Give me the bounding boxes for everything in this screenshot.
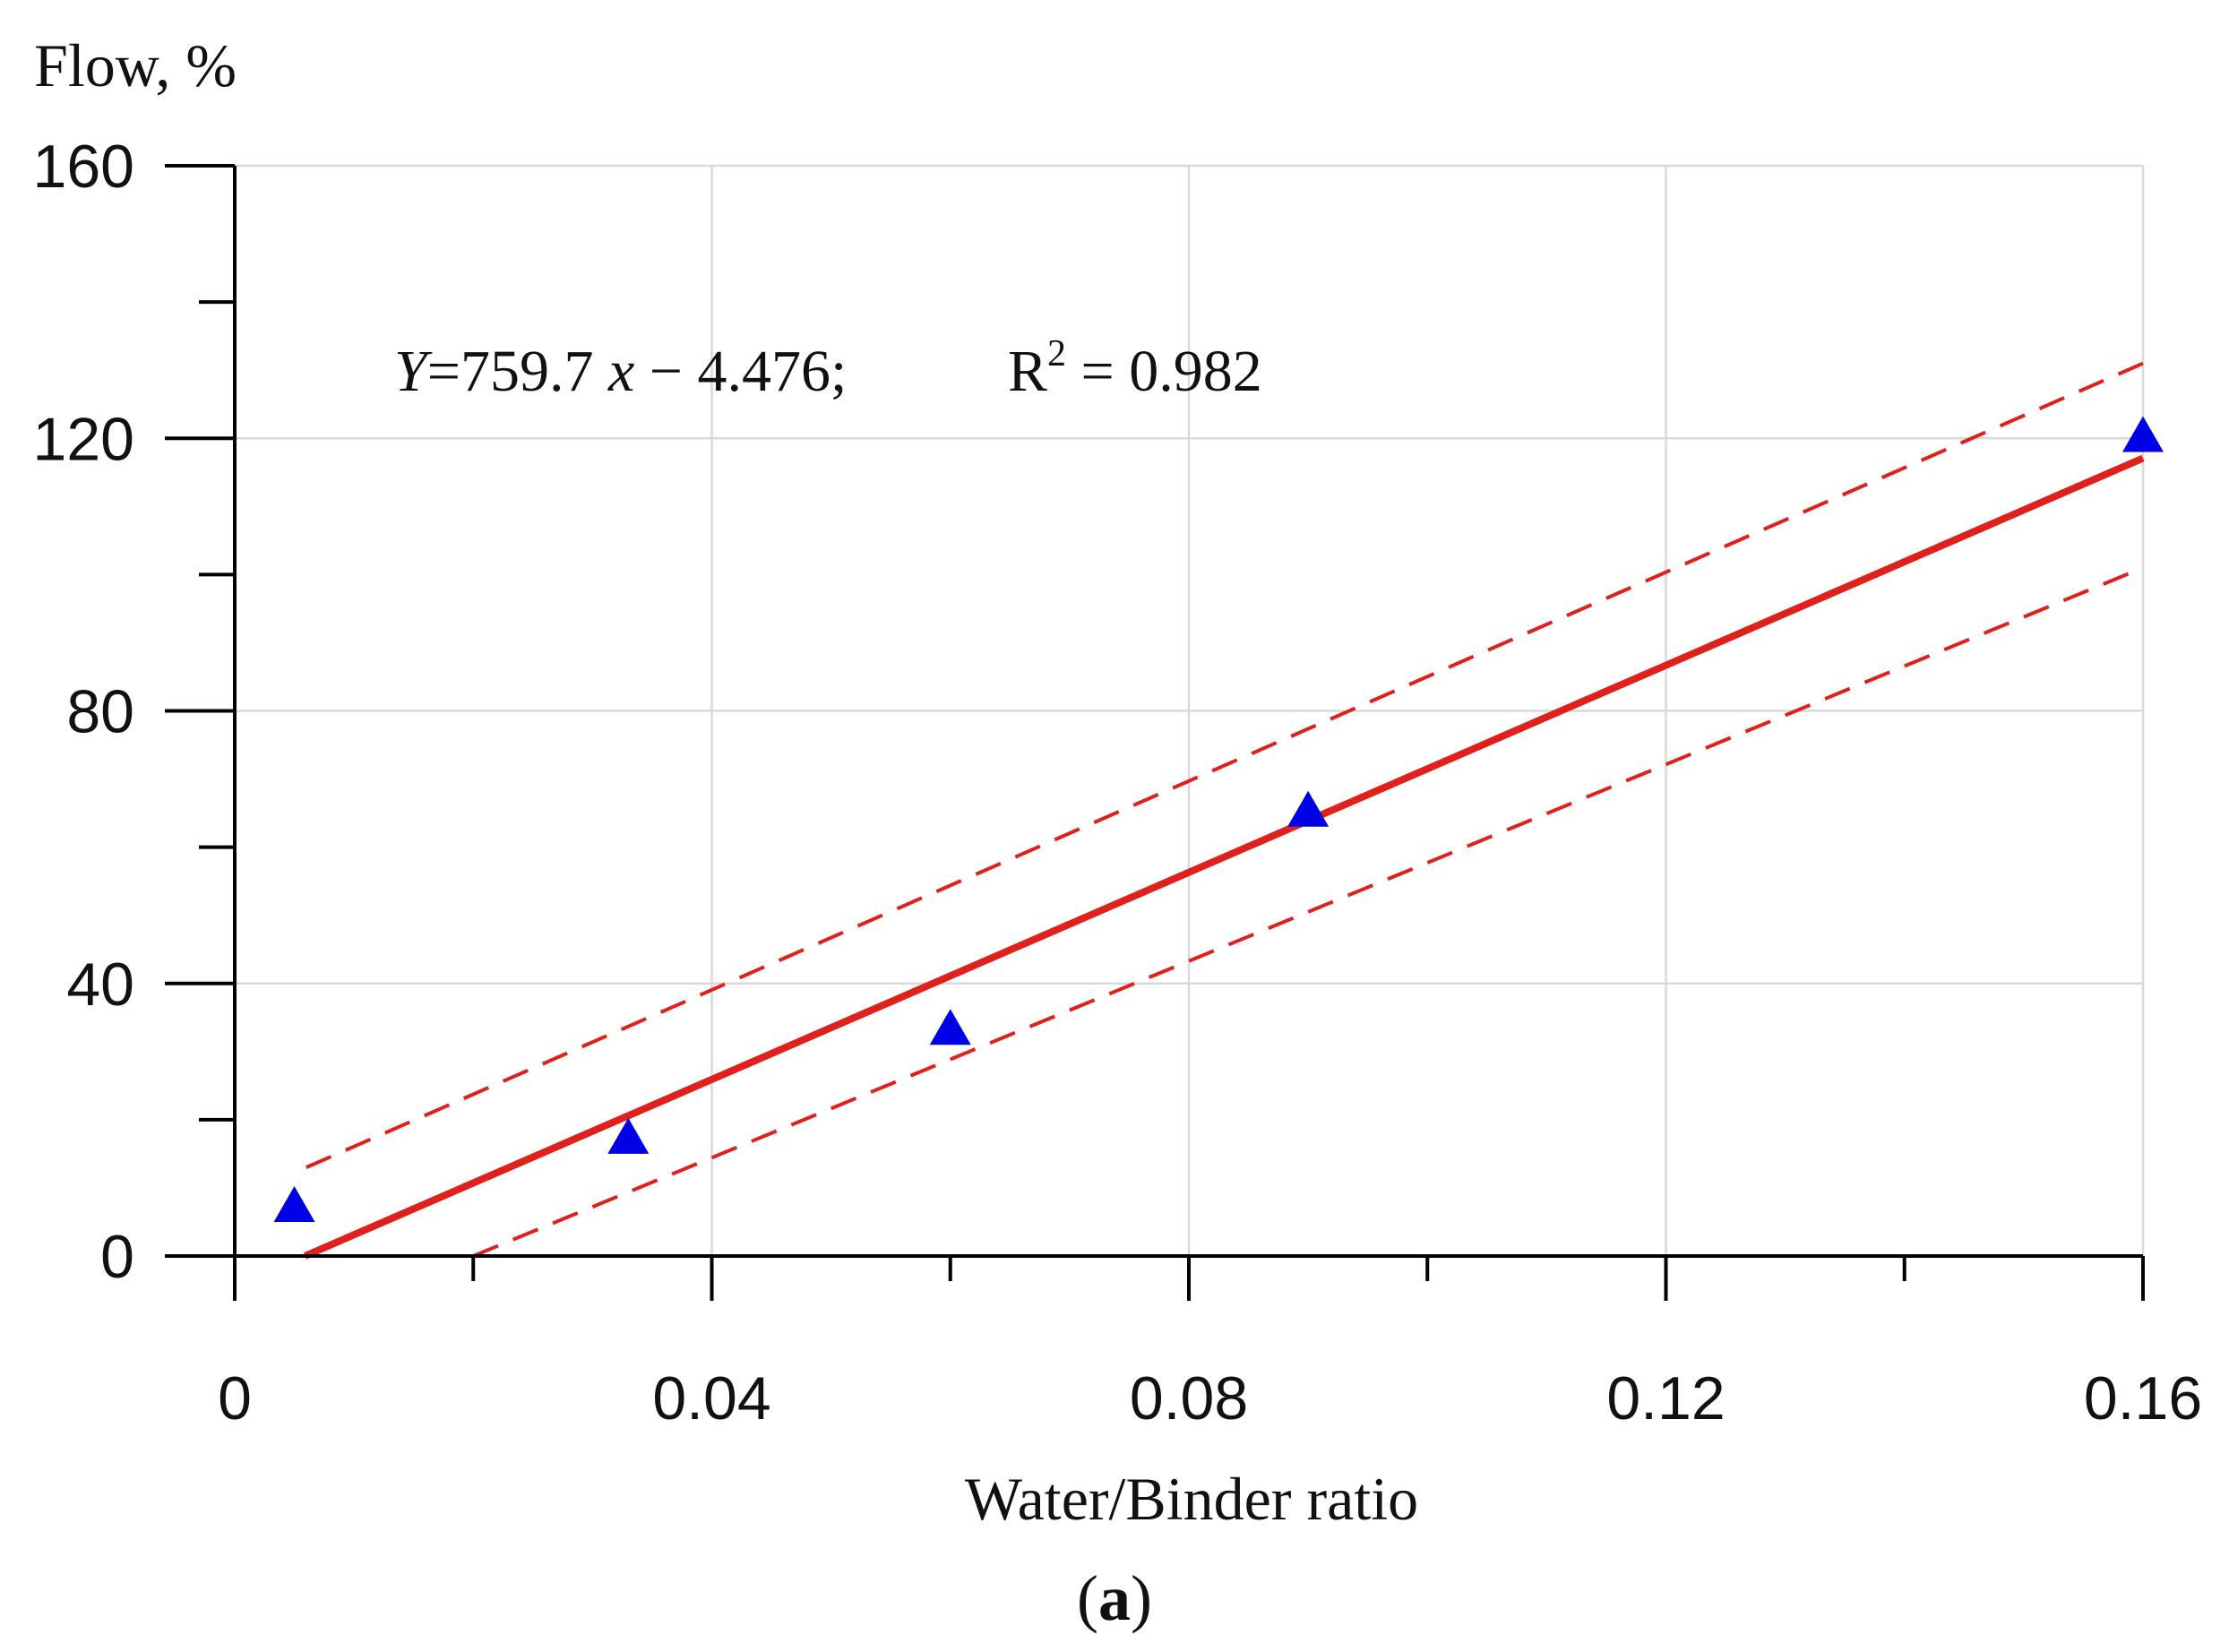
- y-tick-label-1: 40: [66, 951, 134, 1019]
- x-tick-label-4: 0.16: [2084, 1364, 2202, 1433]
- panel-label: (a): [1077, 1562, 1152, 1634]
- confidence-upper-line: [306, 361, 2144, 1169]
- y-tick-label-0: 0: [100, 1223, 134, 1291]
- x-axis-title: Water/Binder ratio: [965, 1465, 1418, 1533]
- axes: [165, 164, 2145, 1301]
- x-tick-label-1: 0.04: [652, 1364, 770, 1433]
- data-point-0-2: [929, 1009, 971, 1045]
- x-tick-label-2: 0.08: [1130, 1364, 1248, 1433]
- panel-label-close: ): [1131, 1562, 1152, 1634]
- regression-line: [303, 454, 2145, 1260]
- data-point-0-1: [607, 1117, 650, 1154]
- grid-layer: [235, 164, 2145, 1256]
- confidence-lower-line: [472, 565, 2144, 1258]
- x-tick-labels: 0 0.04 0.08 0.12 0.16: [218, 1364, 2202, 1433]
- y-tick-labels: 0 40 80 120 160: [33, 133, 134, 1291]
- panel-label-letter: a: [1098, 1562, 1131, 1634]
- eq-intercept-part: − 4.476;: [634, 339, 847, 404]
- eq-x-symbol: x: [607, 339, 634, 404]
- y-axis-title: Flow, %: [34, 31, 237, 99]
- x-tick-label-3: 0.12: [1606, 1364, 1725, 1433]
- r2-value: = 0.982: [1066, 339, 1262, 404]
- panel-label-open: (: [1077, 1562, 1098, 1634]
- r-squared-label: R2 = 0.982: [1008, 333, 1262, 404]
- r2-superscript: 2: [1047, 333, 1066, 374]
- regression-equation: Y=759.7 x − 4.476;: [394, 339, 847, 404]
- fit-line-group: [303, 454, 2145, 1260]
- eq-slope-part: =759.7: [427, 339, 608, 404]
- x-tick-label-0: 0: [218, 1364, 252, 1433]
- y-tick-label-4: 160: [33, 133, 134, 201]
- data-point-0-3: [1287, 790, 1330, 827]
- data-point-0-0: [273, 1185, 315, 1222]
- data-point-0-4: [2122, 416, 2164, 452]
- confidence-band: [306, 361, 2144, 1258]
- y-tick-label-3: 120: [33, 405, 134, 473]
- eq-y-symbol: Y: [394, 339, 433, 404]
- y-tick-label-2: 80: [66, 678, 134, 746]
- data-markers: [273, 416, 2164, 1222]
- r2-base: R: [1008, 339, 1047, 404]
